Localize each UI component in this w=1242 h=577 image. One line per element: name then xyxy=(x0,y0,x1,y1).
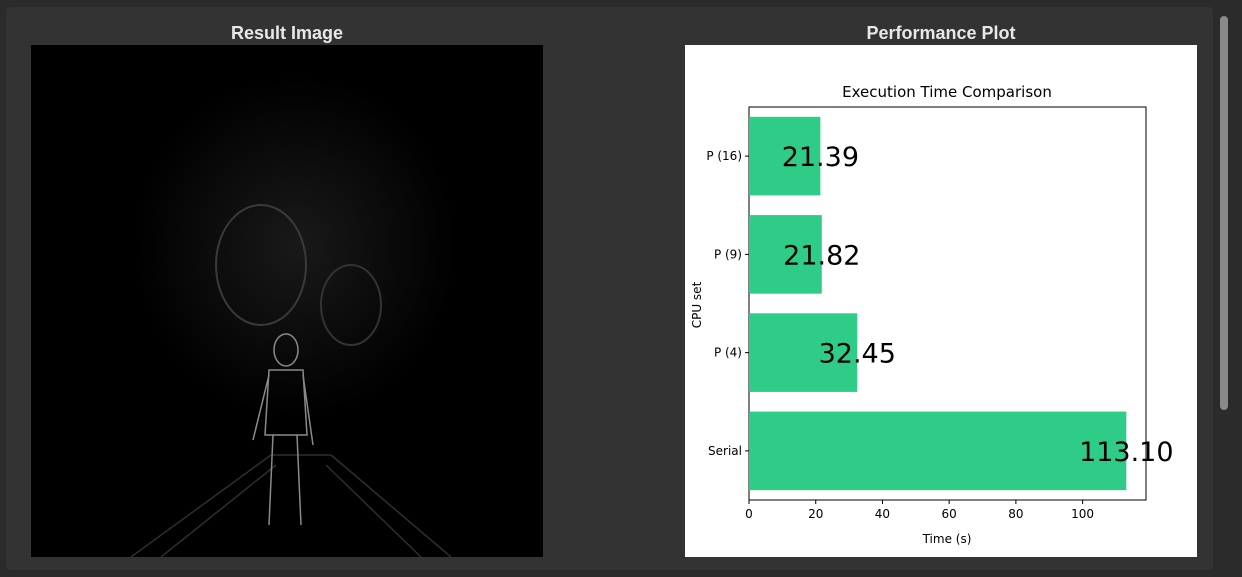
bar-value-label: 21.39 xyxy=(782,142,859,173)
bar-value-label: 113.10 xyxy=(1079,437,1173,468)
scrollbar[interactable] xyxy=(1220,14,1228,563)
y-tick-label: P (4) xyxy=(714,346,742,360)
y-tick-label: P (9) xyxy=(714,247,742,261)
result-image xyxy=(31,45,543,557)
plot-frame xyxy=(748,106,1147,501)
chart-title: Execution Time Comparison xyxy=(842,83,1052,101)
x-tick-label: 40 xyxy=(875,507,890,521)
performance-plot: Execution Time Comparison 113.10 32.45 21.… xyxy=(685,45,1197,557)
scrollbar-thumb[interactable] xyxy=(1220,16,1228,410)
x-axis-label: Time (s) xyxy=(922,532,972,546)
result-image-canvas xyxy=(31,45,543,557)
bar-serial xyxy=(749,411,1127,491)
x-tick-label: 60 xyxy=(942,507,957,521)
x-tick-label: 20 xyxy=(808,507,823,521)
performance-plot-title: Performance Plot xyxy=(866,23,1016,43)
x-tick-label: 80 xyxy=(1008,507,1023,521)
x-tick-label: 0 xyxy=(745,507,753,521)
bar-p-9 xyxy=(749,215,822,294)
x-tick-label: 100 xyxy=(1071,507,1094,521)
y-tick-label: Serial xyxy=(708,444,742,458)
bar-value-label: 32.45 xyxy=(819,339,896,370)
bar-chart: Execution Time Comparison 113.10 32.45 21.… xyxy=(690,83,1174,546)
result-image-title: Result Image xyxy=(230,23,344,43)
bar-p-16 xyxy=(749,116,821,196)
bar-p-4 xyxy=(749,313,858,392)
y-axis-label: CPU set xyxy=(690,281,704,328)
bar-value-label: 21.82 xyxy=(783,240,860,271)
y-tick-label: P (16) xyxy=(706,149,742,163)
